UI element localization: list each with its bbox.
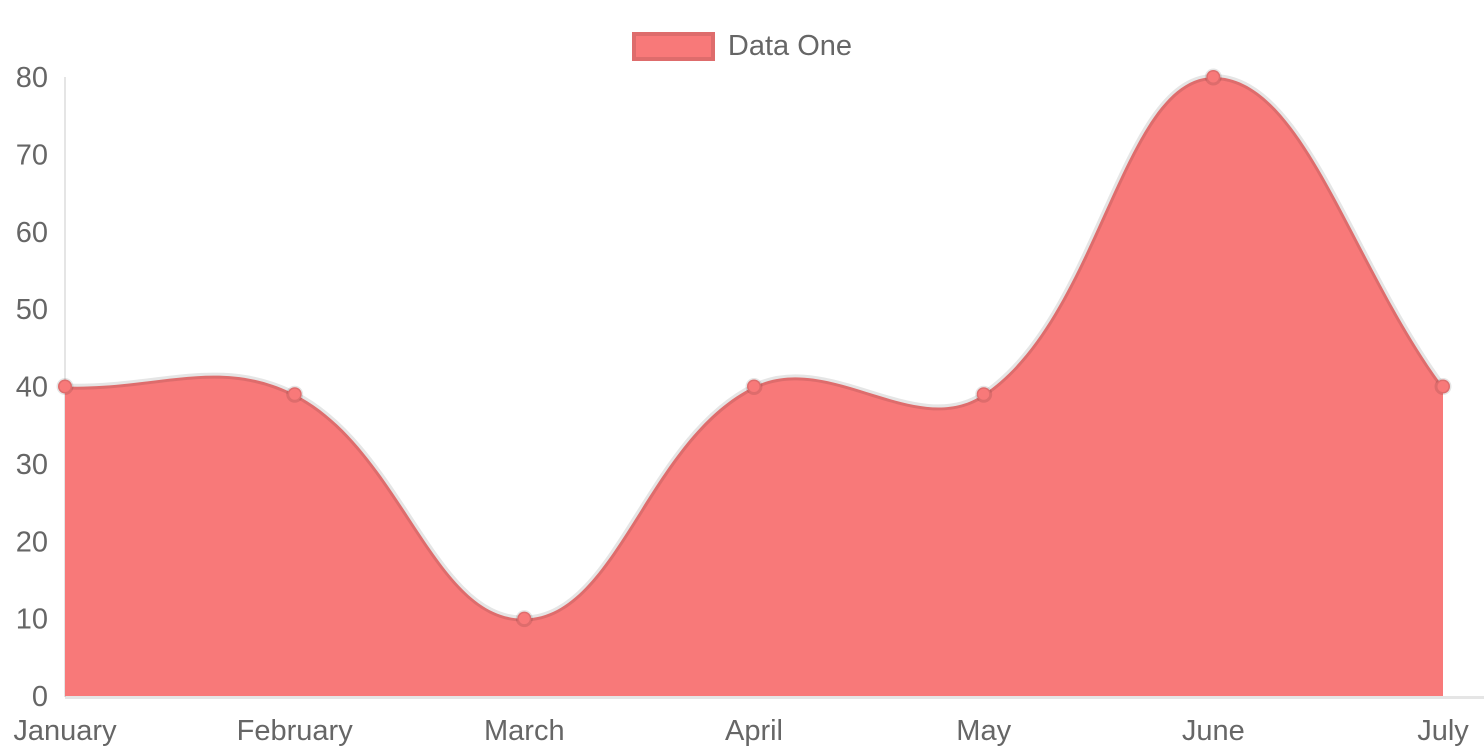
- y-tick-label: 0: [32, 681, 48, 713]
- y-tick-label: 40: [16, 372, 48, 404]
- data-point-may[interactable]: [975, 385, 993, 403]
- data-point-april[interactable]: [745, 378, 763, 395]
- y-tick-label: 80: [16, 62, 48, 94]
- x-axis-label-april: April: [725, 715, 783, 747]
- y-tick-label: 10: [16, 604, 48, 636]
- y-tick-label: 30: [16, 449, 48, 481]
- data-point-january[interactable]: [56, 378, 74, 395]
- y-tick-label: 20: [16, 526, 48, 558]
- y-tick-label: 60: [16, 217, 48, 249]
- data-point-february[interactable]: [286, 385, 304, 403]
- chart-legend: Data One: [0, 32, 1484, 61]
- x-axis-label-may: May: [956, 715, 1011, 747]
- y-tick-label: 70: [16, 139, 48, 171]
- legend-swatch: [631, 32, 715, 61]
- x-axis-label-july: July: [1417, 715, 1469, 747]
- x-axis-label-january: January: [13, 715, 117, 747]
- x-axis-label-march: March: [484, 715, 565, 747]
- x-axis-label-february: February: [237, 715, 354, 747]
- data-point-june[interactable]: [1204, 68, 1222, 86]
- x-axis-label-june: June: [1182, 715, 1245, 747]
- data-point-march[interactable]: [515, 610, 533, 628]
- data-point-july[interactable]: [1434, 378, 1452, 395]
- legend-label: Data One: [727, 30, 853, 62]
- y-tick-label: 50: [16, 294, 48, 326]
- legend-item-data-one[interactable]: Data One: [631, 30, 853, 62]
